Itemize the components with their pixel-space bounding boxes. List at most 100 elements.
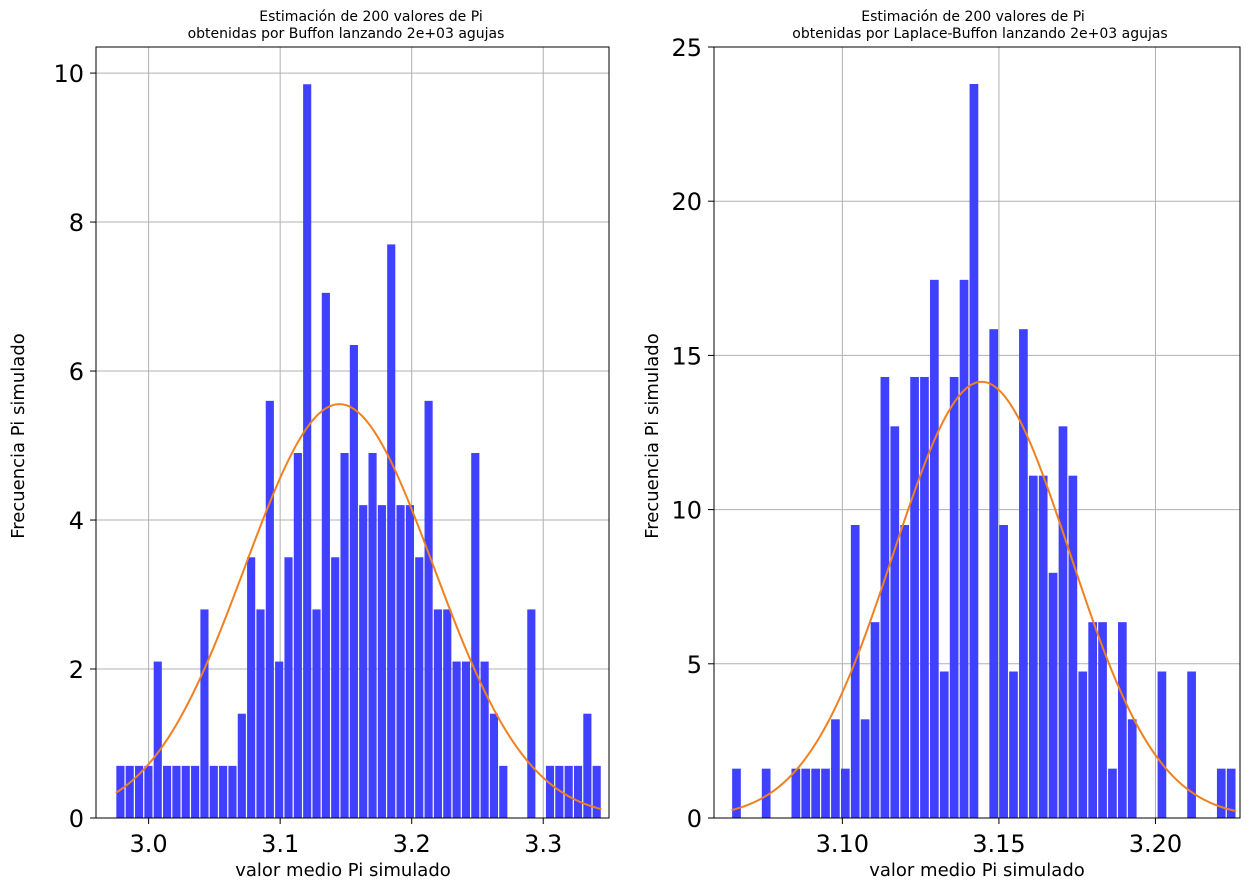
histogram-bar [1009, 671, 1018, 818]
y-axis-label: Frecuencia Pi simulado [8, 333, 29, 539]
y-ticks: 0 2 4 6 8 10 [53, 60, 96, 833]
histogram-bar [499, 765, 508, 818]
chart-title-line2: obtenidas por Buffon lanzando 2e+03 aguj… [188, 26, 505, 42]
histogram-bar [284, 557, 293, 818]
histogram-bar [471, 452, 480, 818]
histogram-bar [850, 525, 860, 818]
histogram-bar [237, 713, 246, 818]
histogram-bar [340, 452, 349, 818]
histogram-bar [209, 765, 218, 818]
histogram-bar [265, 400, 274, 818]
y-tick-label: 15 [671, 342, 702, 370]
chart-title-line1: Estimación de 200 valores de Pi [259, 9, 482, 25]
normal-curve-line [115, 403, 602, 811]
histogram-bar [761, 768, 771, 818]
y-tick-label: 8 [69, 209, 84, 237]
histogram-bar [163, 765, 172, 818]
x-tick-label: 3.0 [130, 830, 168, 858]
histogram-bar [116, 765, 125, 818]
histogram-bar [1048, 572, 1058, 818]
histogram-bar [1108, 768, 1117, 818]
histogram-bars [116, 84, 601, 819]
histogram-bar [1068, 475, 1078, 818]
x-ticks: 3.10 3.15 3.20 [816, 818, 1182, 858]
x-ticks: 3.0 3.1 3.2 3.3 [130, 818, 562, 858]
histogram-bar [860, 719, 870, 818]
histogram-bar [489, 713, 499, 818]
histogram-bar [999, 525, 1008, 818]
histogram-bar [349, 344, 358, 818]
histogram-bar [583, 713, 592, 818]
histogram-laplace-buffon: Estimación de 200 valores de Pi obtenida… [642, 9, 1241, 881]
histogram-bar [949, 376, 959, 818]
histogram-bar [555, 765, 564, 818]
histogram-bar [1078, 671, 1088, 818]
histogram-bar [368, 452, 377, 818]
histogram-bar [989, 329, 999, 818]
y-tick-label: 4 [69, 507, 84, 535]
histogram-bar [821, 768, 830, 818]
histogram-bar [387, 244, 396, 819]
histogram-bar [359, 505, 368, 818]
histogram-bar [573, 765, 583, 818]
histogram-bar [396, 505, 405, 818]
histogram-bar [181, 765, 190, 818]
y-tick-label: 5 [687, 651, 702, 679]
y-tick-label: 2 [69, 656, 84, 684]
histogram-bar [910, 376, 919, 818]
y-tick-label: 10 [53, 60, 84, 88]
histogram-bar [312, 609, 321, 818]
histogram-bar [172, 765, 181, 818]
histogram-bar [1019, 329, 1028, 818]
histogram-buffon: Estimación de 200 valores de Pi obtenida… [8, 9, 610, 881]
histogram-bar [1127, 719, 1137, 818]
histogram-bar [144, 765, 153, 818]
histogram-bar [275, 661, 284, 818]
histogram-bar [153, 661, 162, 818]
y-tick-label: 0 [687, 805, 702, 833]
histogram-bar [125, 765, 134, 818]
x-tick-label: 3.20 [1129, 830, 1182, 858]
histogram-bar [247, 557, 256, 818]
histogram-bar [293, 452, 302, 818]
histogram-bar [564, 765, 573, 818]
x-tick-label: 3.15 [972, 830, 1025, 858]
histogram-bar [939, 671, 949, 818]
histogram-bar [443, 609, 452, 818]
histogram-bar [1187, 671, 1196, 818]
y-tick-label: 25 [671, 34, 702, 62]
histogram-bar [1058, 426, 1068, 818]
y-axis-label: Frecuencia Pi simulado [642, 333, 663, 539]
y-ticks: 0 5 10 15 20 25 [671, 34, 714, 833]
histogram-bar [969, 84, 979, 819]
axes-frame [713, 46, 1241, 819]
histogram-bar [433, 609, 443, 818]
histogram-bar [1117, 622, 1127, 818]
histogram-bar [256, 609, 265, 818]
histogram-bar [1088, 622, 1098, 818]
histogram-bar [452, 661, 461, 818]
histogram-bar [461, 661, 471, 818]
x-tick-label: 3.3 [524, 830, 562, 858]
histogram-bar [135, 765, 144, 818]
axes-frame [95, 46, 610, 819]
histogram-bar [801, 768, 811, 818]
histogram-bar [870, 622, 880, 818]
histogram-bar [405, 505, 414, 818]
x-axis-label: valor medio Pi simulado [235, 860, 451, 881]
histogram-bars [732, 84, 1236, 819]
histogram-bar [415, 557, 424, 818]
histogram-bar [732, 768, 741, 818]
histogram-bar [219, 765, 228, 818]
histogram-bar [200, 609, 209, 818]
histogram-bar [791, 768, 801, 818]
histogram-bar [890, 426, 900, 818]
normal-fit-curve [115, 403, 602, 811]
histogram-bar [527, 609, 536, 818]
histogram-bar [303, 84, 312, 818]
y-tick-label: 6 [69, 358, 84, 386]
histogram-bar [424, 400, 433, 818]
x-axis-label: valor medio Pi simulado [869, 860, 1085, 881]
histogram-bar [545, 765, 555, 818]
